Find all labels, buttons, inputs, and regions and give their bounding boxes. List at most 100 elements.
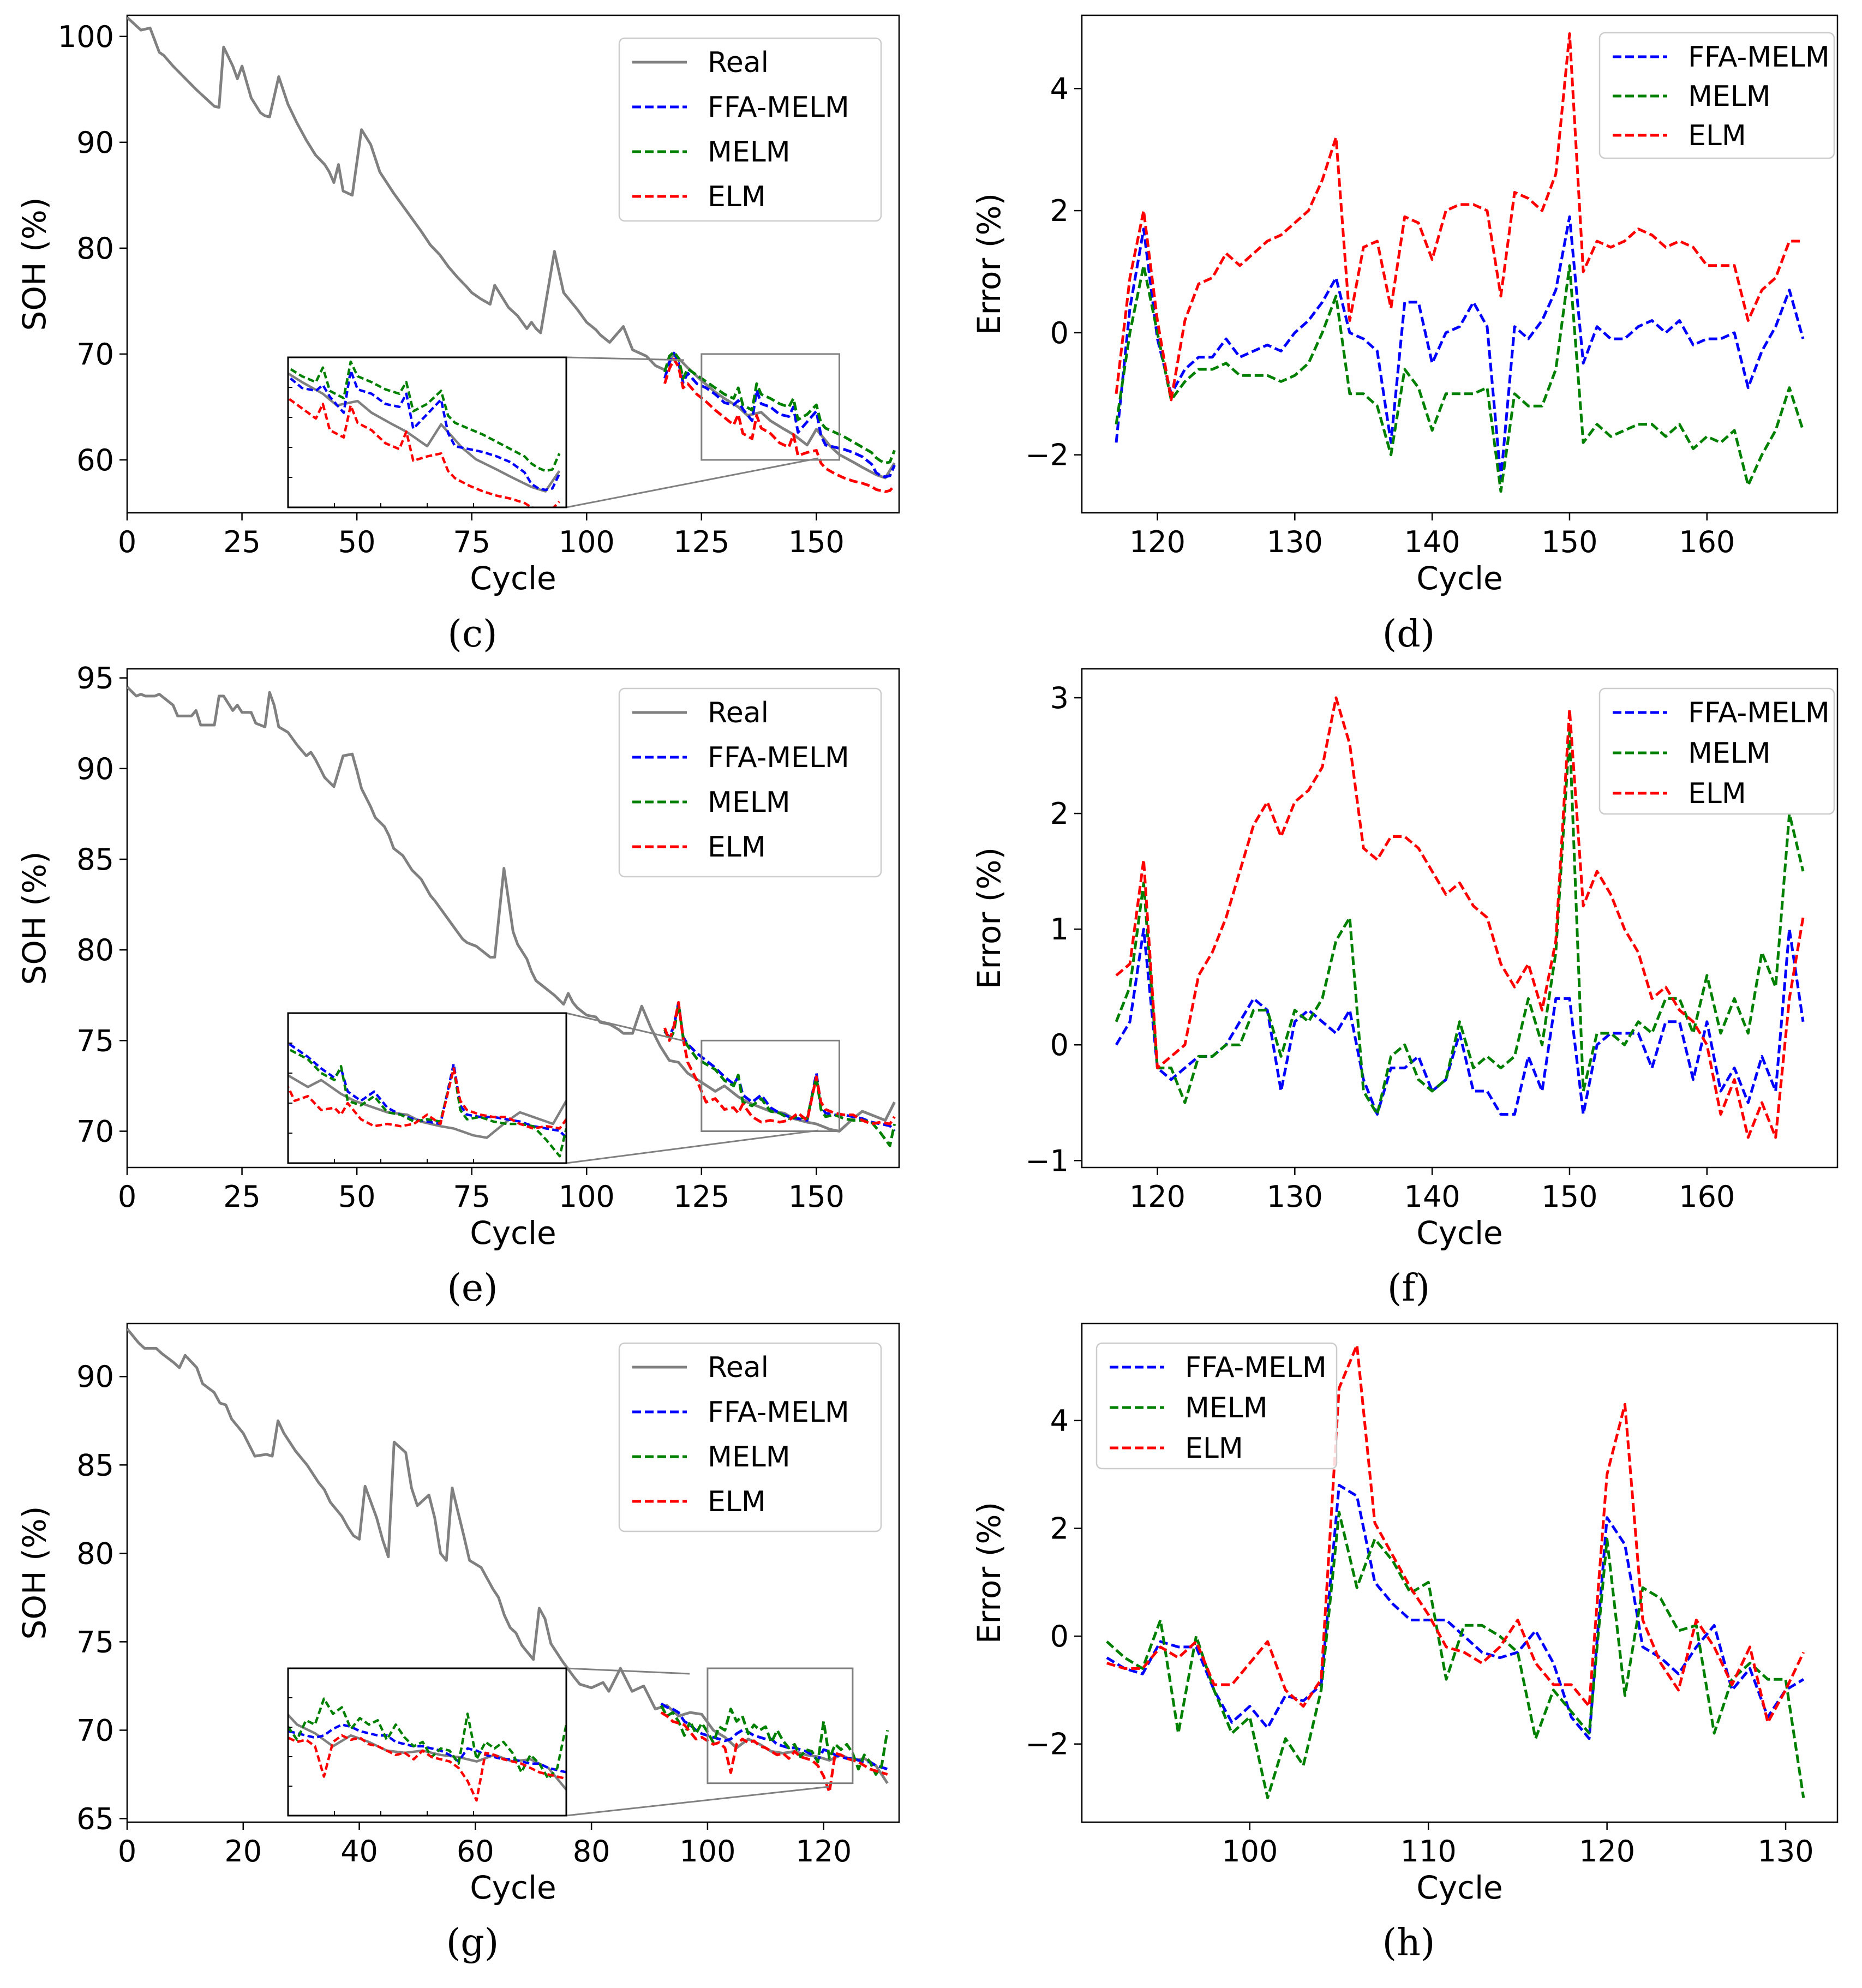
legend-label-ffa-melm: FFA-MELM [708,91,849,124]
y-tick-label: 80 [76,933,114,967]
x-tick-label: 130 [1267,525,1323,559]
series-line-elm [1115,32,1803,402]
inset-series-line-real [288,1074,566,1139]
series-line-melm [663,350,896,465]
axes-frame [126,14,900,514]
x-tick-label: 25 [223,525,261,559]
y-tick-label: 65 [76,1802,114,1836]
x-tick-label: 150 [1541,1179,1597,1214]
axes-frame [126,668,900,1169]
x-tick-label: 125 [673,525,729,559]
legend-label-melm: MELM [708,786,791,819]
y-tick-label: −2 [1025,438,1069,472]
zoom-connector [566,1667,690,1675]
y-tick-label: 70 [76,337,114,372]
x-tick-label: 75 [453,525,490,559]
y-tick-label: 90 [76,1360,114,1394]
x-axis-label: Cycle [470,560,556,597]
x-tick-label: 110 [1400,1834,1457,1869]
legend: FFA-MELM MELM ELM [1095,1342,1338,1470]
legend: Real FFA-MELM MELM ELM [618,687,882,878]
x-tick-label: 75 [453,1179,490,1214]
inset-series-line-elm [288,1734,566,1802]
chart-e: 0 25 50 75 100 125 150 70 75 80 85 90 95 Cycle SOH (%)… [16,661,900,1310]
inset-series-line-real [288,372,561,493]
y-tick-label: 75 [76,1625,114,1659]
y-tick-label: 1 [1050,912,1069,947]
series-group [127,16,896,493]
zoom-connector [566,1786,830,1817]
legend-frame [1095,1342,1338,1470]
x-axis-label: Cycle [1416,1869,1503,1906]
legend-frame [618,687,882,878]
legend-label-melm: MELM [708,136,791,169]
x-tick-label: 80 [573,1834,610,1869]
y-axis-label: Error (%) [971,847,1008,989]
zoom-region-box [701,1039,841,1133]
y-tick-label: 0 [1050,1619,1069,1654]
legend: FFA-MELM MELM ELM [1598,687,1835,815]
series-line-real [127,16,896,480]
x-tick-label: 130 [1267,1179,1323,1214]
y-tick-label: 85 [76,842,114,877]
x-tick-label: 140 [1404,525,1460,559]
legend-label-melm: MELM [1185,1392,1268,1424]
x-tick-label: 50 [338,1179,376,1214]
y-tick-label: 100 [58,20,114,54]
series-group [127,686,896,1147]
y-axis-label: SOH (%) [16,1506,53,1640]
zoom-region-box [707,1667,854,1785]
y-axis-label: SOH (%) [16,852,53,985]
series-line-ffa-melm [663,1001,896,1133]
inset-series-group [288,1041,566,1158]
x-tick-label: 40 [340,1834,378,1869]
series-line-melm [1115,264,1805,493]
legend-label-elm: ELM [1688,777,1746,810]
series-line-elm [1106,1344,1805,1724]
y-tick-label: 95 [76,661,114,696]
series-line-melm [1106,1511,1805,1799]
y-tick-label: 2 [1050,797,1069,831]
inset-series-line-elm [288,396,560,507]
x-tick-label: 160 [1679,525,1735,559]
legend-label-elm: ELM [708,181,766,213]
inset-series-group [288,1697,566,1802]
legend: Real FFA-MELM MELM ELM [618,1342,882,1532]
legend-label-real: Real [708,1351,769,1384]
series-group [127,1328,889,1794]
inset-series-line-elm [288,1067,566,1130]
legend-frame [618,1342,882,1532]
series-line-ffa-melm [1115,927,1805,1116]
x-tick-label: 50 [338,525,376,559]
legend-label-melm: MELM [708,1441,791,1474]
series-line-real [127,686,896,1133]
chart-h: 100 110 120 130 −2 0 2 4 Cycle Error (%) FFA-MELM M… [971,1322,1839,1965]
zoom-region-box [701,353,841,461]
legend-label-elm: ELM [708,831,766,864]
legend-label-ffa-melm: FFA-MELM [1688,41,1830,74]
series-group [1115,32,1805,493]
x-tick-label: 100 [1222,1834,1278,1869]
x-tick-label: 100 [559,1179,615,1214]
legend-label-elm: ELM [708,1486,766,1518]
x-tick-label: 0 [118,1834,136,1869]
panel-caption: (f) [1387,1267,1430,1310]
x-tick-label: 120 [1129,1179,1186,1214]
x-tick-label: 160 [1679,1179,1735,1214]
series-line-ffa-melm [663,351,896,478]
inset-series-line-melm [288,360,561,472]
y-tick-label: −2 [1025,1727,1069,1762]
series-line-melm [1115,731,1805,1116]
legend-label-melm: MELM [1688,80,1771,113]
x-axis-label: Cycle [470,1869,556,1906]
axes-frame [126,1322,900,1823]
chart-g: 0 20 40 60 80 100 120 65 70 75 80 85 90 Cycle SOH (%) R… [16,1322,900,1965]
y-tick-label: 80 [76,1536,114,1571]
y-axis-label: Error (%) [971,193,1008,335]
y-tick-label: 90 [76,125,114,160]
series-line-melm [663,1003,896,1147]
series-group [1106,1344,1805,1799]
x-tick-label: 100 [559,525,615,559]
